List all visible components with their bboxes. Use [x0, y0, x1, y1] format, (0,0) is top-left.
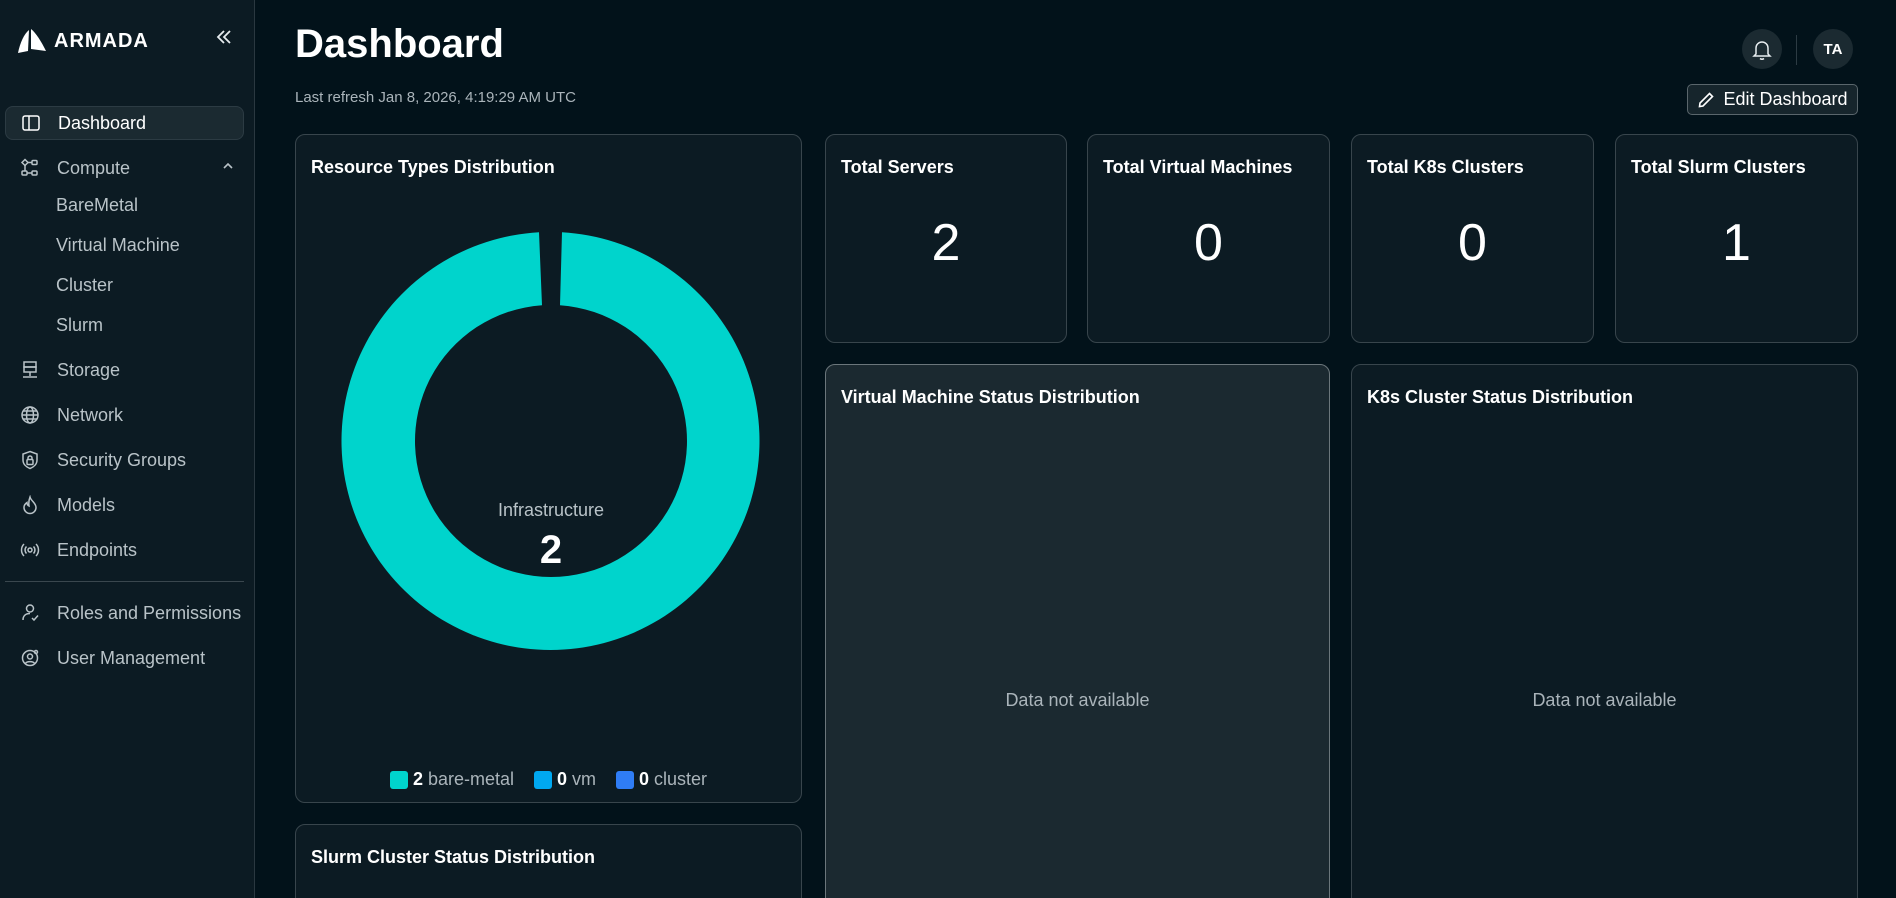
sidebar-item-label: User Management [57, 647, 206, 668]
bell-icon [1752, 41, 1772, 60]
sidebar-item-label: Roles and Permissions [57, 602, 242, 623]
layout-panel-icon [20, 112, 42, 134]
legend-item-vm[interactable]: 0 vm [534, 769, 596, 790]
legend-label: cluster [654, 769, 708, 789]
card-title: K8s Cluster Status Distribution [1367, 387, 1634, 407]
stat-card-total-k8s: Total K8s Clusters 0 [1351, 134, 1594, 343]
stat-card-total-slurm: Total Slurm Clusters 1 [1615, 134, 1858, 343]
legend-swatch [534, 770, 552, 789]
stat-value: 2 [931, 214, 961, 272]
stat-title: Total Slurm Clusters [1631, 157, 1806, 177]
sidebar-item-label: Compute [57, 157, 131, 178]
sidebar-item-label: Endpoints [57, 539, 138, 560]
sidebar: ARMADA Dashboard Compute BareMetal Virtu… [0, 0, 255, 898]
double-chevron-left-icon [216, 30, 231, 44]
donut-center-value: 2 [539, 528, 563, 572]
empty-state-text: Data not available [1005, 690, 1150, 710]
stat-title: Total Servers [841, 157, 954, 177]
edit-dashboard-label: Edit Dashboard [1723, 89, 1848, 109]
sidebar-item-security-groups[interactable]: Security Groups [5, 443, 244, 477]
donut-center-label: Infrastructure [497, 500, 605, 520]
sidebar-subitem-cluster[interactable]: Cluster [56, 274, 114, 295]
user-check-icon [19, 602, 41, 624]
sidebar-item-dashboard[interactable]: Dashboard [5, 106, 244, 140]
k8s-status-card: K8s Cluster Status Distribution Data not… [1351, 364, 1858, 898]
legend-swatch [389, 770, 408, 789]
card-title: Resource Types Distribution [311, 157, 555, 177]
stat-value: 0 [1194, 214, 1223, 272]
edit-dashboard-button[interactable]: Edit Dashboard [1687, 84, 1858, 115]
stat-value: 0 [1458, 214, 1487, 272]
sidebar-item-models[interactable]: Models [5, 488, 244, 522]
card-title: Virtual Machine Status Distribution [841, 387, 1140, 407]
legend-count: 0 [557, 769, 568, 789]
sidebar-item-label: Storage [57, 359, 121, 380]
chevron-up-icon[interactable] [222, 159, 234, 175]
donut-chart[interactable]: Infrastructure 2 [336, 228, 766, 658]
globe-icon [19, 404, 41, 426]
legend-count: 0 [639, 769, 650, 789]
flame-icon [19, 494, 41, 516]
server-icon [19, 359, 41, 381]
empty-state-text: Data not available [1532, 690, 1677, 710]
sidebar-divider [5, 581, 244, 582]
user-avatar[interactable]: TA [1813, 29, 1853, 69]
workflow-icon [19, 157, 41, 179]
legend-label: vm [572, 769, 597, 789]
armada-sail-icon [18, 29, 46, 53]
sidebar-subitem-virtual-machine[interactable]: Virtual Machine [56, 234, 180, 255]
sidebar-item-label: Network [57, 404, 124, 425]
shield-lock-icon [19, 449, 41, 471]
brand-logo[interactable]: ARMADA [16, 27, 149, 55]
sidebar-item-label: Security Groups [57, 449, 187, 470]
last-refresh-text: Last refresh Jan 8, 2026, 4:19:29 AM UTC [295, 89, 576, 106]
chart-legend: 2 bare-metal 0 vm 0 cluster [296, 769, 801, 790]
sidebar-item-network[interactable]: Network [5, 398, 244, 432]
radio-signal-icon [19, 539, 41, 561]
header-separator [1796, 35, 1797, 65]
notifications-button[interactable] [1742, 29, 1782, 69]
stat-title: Total K8s Clusters [1367, 157, 1524, 177]
legend-swatch [616, 770, 635, 789]
sidebar-item-roles-permissions[interactable]: Roles and Permissions [5, 596, 244, 630]
sidebar-nav: Dashboard Compute BareMetal Virtual Mach… [0, 106, 254, 675]
card-title: Slurm Cluster Status Distribution [311, 847, 596, 867]
page-title: Dashboard [295, 22, 504, 66]
legend-count: 2 [412, 769, 423, 789]
stat-card-total-vms: Total Virtual Machines 0 [1087, 134, 1330, 343]
legend-label: bare-metal [427, 769, 514, 789]
resource-types-card: Resource Types Distribution Infrastructu… [295, 134, 802, 803]
legend-item-bare-metal[interactable]: 2 bare-metal [389, 769, 514, 790]
sidebar-item-endpoints[interactable]: Endpoints [5, 533, 244, 567]
sidebar-item-label: Models [57, 494, 116, 515]
main-content: Dashboard Last refresh Jan 8, 2026, 4:19… [255, 0, 1896, 898]
sidebar-item-compute[interactable]: Compute [5, 151, 244, 185]
vm-status-card: Virtual Machine Status Distribution Data… [825, 364, 1330, 898]
sidebar-item-user-management[interactable]: User Management [5, 641, 244, 675]
brand-name: ARMADA [54, 29, 149, 52]
sidebar-subitem-slurm[interactable]: Slurm [56, 314, 104, 335]
user-cog-icon [19, 647, 41, 669]
slurm-status-card: Slurm Cluster Status Distribution [295, 824, 802, 898]
legend-item-cluster[interactable]: 0 cluster [616, 769, 707, 790]
collapse-sidebar-button[interactable] [212, 26, 236, 50]
donut-chart-svg [341, 232, 760, 650]
pencil-icon [1699, 91, 1715, 107]
stat-value: 1 [1722, 214, 1751, 272]
donut-segment-bare-metal[interactable] [341, 232, 760, 650]
sidebar-item-storage[interactable]: Storage [5, 353, 244, 387]
sidebar-subitem-baremetal[interactable]: BareMetal [56, 194, 139, 215]
sidebar-item-label: Dashboard [58, 112, 147, 133]
stat-card-total-servers: Total Servers 2 [825, 134, 1067, 343]
stat-title: Total Virtual Machines [1103, 157, 1293, 177]
